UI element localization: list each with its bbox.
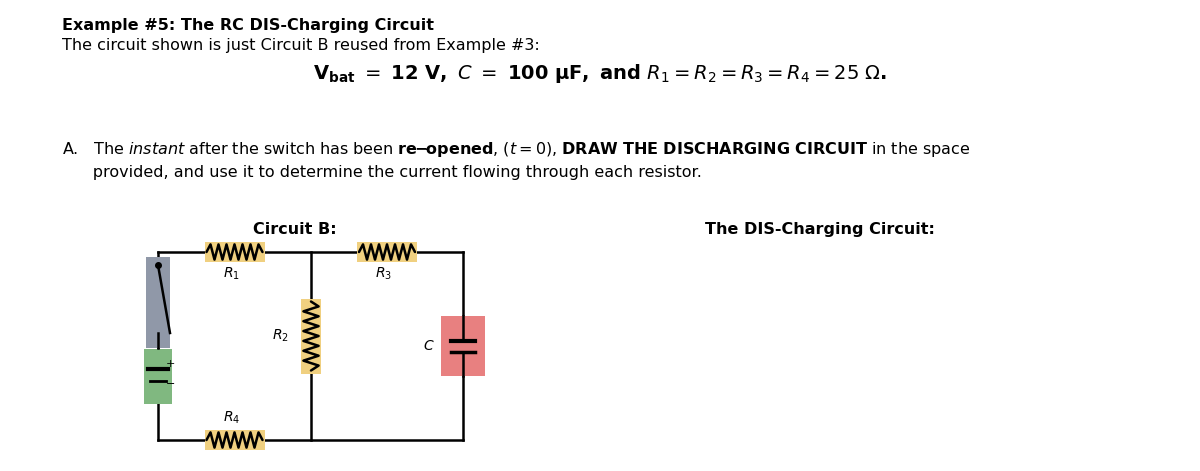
Text: The circuit shown is just Circuit B reused from Example #3:: The circuit shown is just Circuit B reus… <box>62 38 540 53</box>
Bar <box>144 349 172 404</box>
Text: provided, and use it to determine the current flowing through each resistor.: provided, and use it to determine the cu… <box>62 165 702 180</box>
Bar <box>442 316 485 376</box>
Text: $C$: $C$ <box>424 339 436 353</box>
Text: A.   The $\it{instant}$ after the switch has been $\bf{re\!\!-\!\!opened}$, $(t : A. The $\it{instant}$ after the switch h… <box>62 140 970 159</box>
Text: $R_1$: $R_1$ <box>223 266 240 283</box>
Text: Circuit B:: Circuit B: <box>253 222 337 237</box>
Text: Example #5: The RC DIS-Charging Circuit: Example #5: The RC DIS-Charging Circuit <box>62 18 434 33</box>
Text: The DIS-Charging Circuit:: The DIS-Charging Circuit: <box>706 222 935 237</box>
Bar <box>204 242 264 262</box>
Text: −: − <box>166 379 175 389</box>
Bar <box>146 257 170 348</box>
Text: $R_3$: $R_3$ <box>376 266 392 283</box>
Text: $\mathbf{V}_\mathbf{bat}\ =\ \mathbf{12\ V,}\ \mathit{C}\ =\ \mathbf{100\ \mu F,: $\mathbf{V}_\mathbf{bat}\ =\ \mathbf{12\… <box>313 62 887 85</box>
Text: +: + <box>166 359 175 369</box>
Bar <box>301 299 322 374</box>
Text: $R_2$: $R_2$ <box>272 328 289 344</box>
Bar <box>358 242 418 262</box>
Text: $R_4$: $R_4$ <box>223 410 240 426</box>
Bar <box>204 430 264 450</box>
